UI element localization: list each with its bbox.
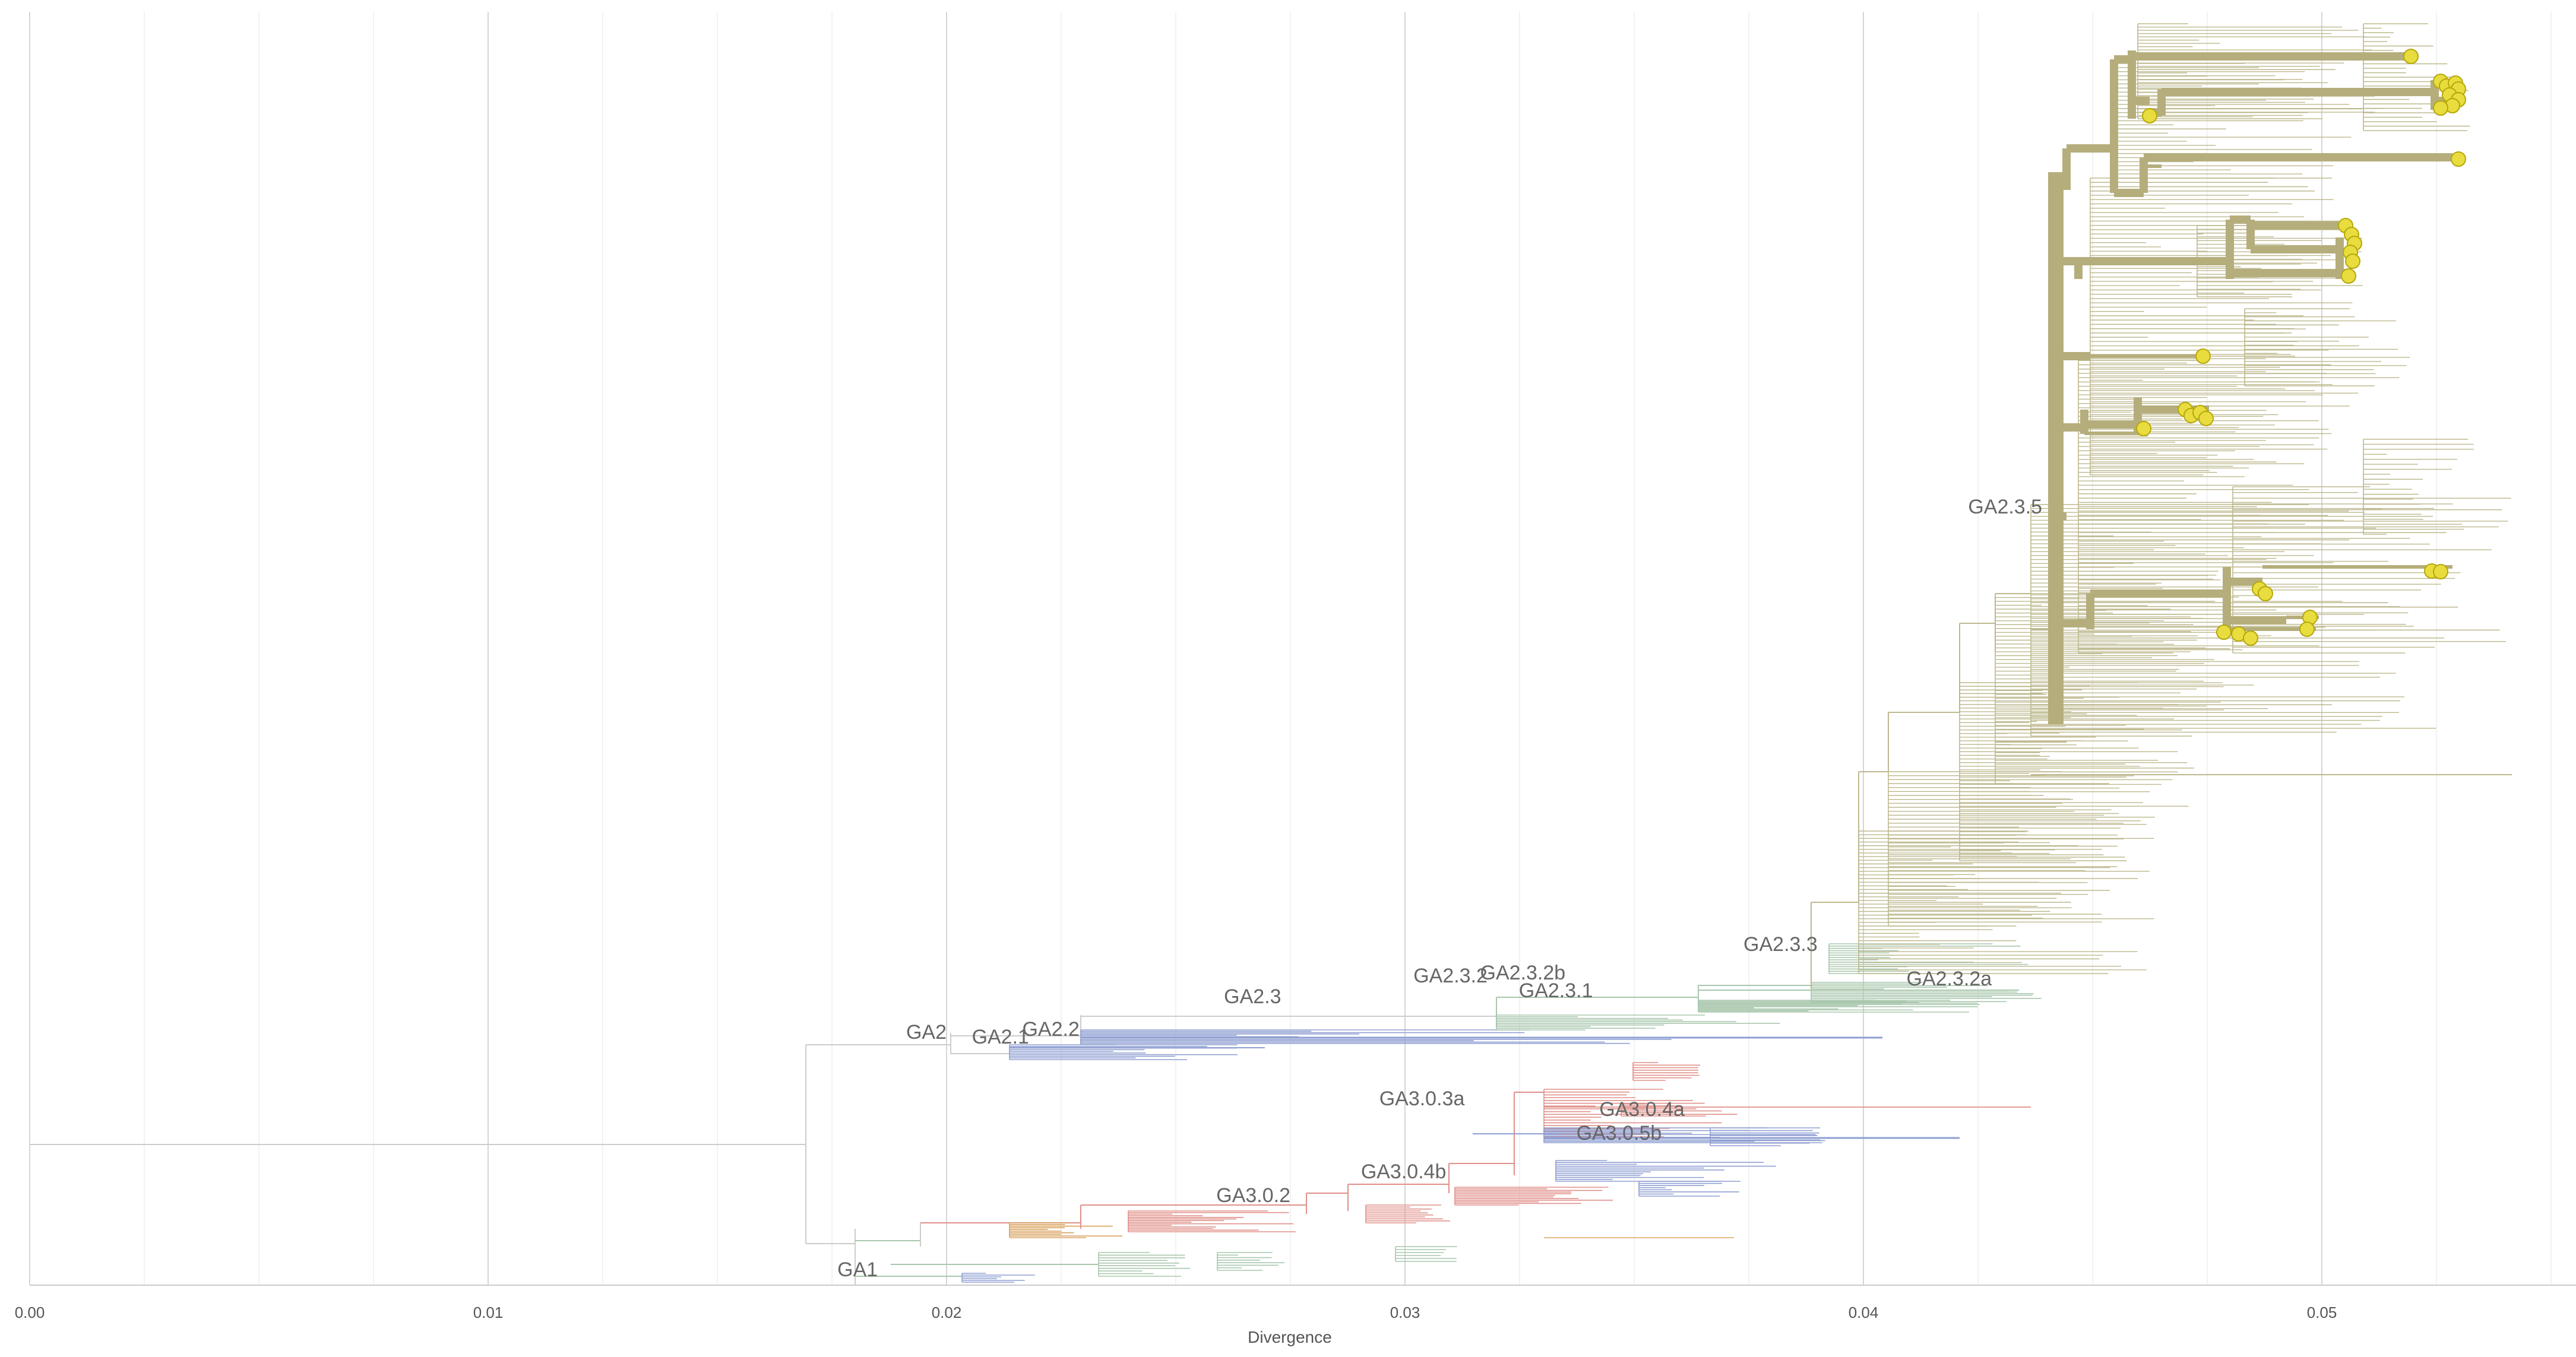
- tip-cluster: [1098, 1252, 1191, 1277]
- tip-cluster: [1009, 1222, 1122, 1238]
- tip-cluster: [1395, 1246, 1457, 1262]
- highlighted-tip-marker: [2142, 108, 2157, 123]
- x-axis-title: Divergence: [1248, 1328, 1332, 1346]
- clade-label: GA3.0.2: [1216, 1184, 1290, 1207]
- x-tick-label: 0.02: [932, 1304, 962, 1321]
- clade-label: GA3.0.4b: [1361, 1161, 1447, 1183]
- clade-label: GA2.1: [972, 1026, 1029, 1048]
- tip-cluster: [1555, 1160, 1776, 1182]
- highlighted-tip-marker: [2341, 268, 2356, 284]
- tip-cluster: [2078, 356, 2349, 654]
- tip-cluster: [961, 1273, 1035, 1283]
- clade-label: GA2.2: [1022, 1018, 1079, 1041]
- tip-cluster: [1888, 771, 2124, 927]
- tip-cluster: [1009, 1044, 1238, 1060]
- highlighted-tip-marker: [2198, 411, 2214, 426]
- highlighted-tip-marker: [2216, 624, 2232, 640]
- tip-cluster: [1710, 1127, 1828, 1146]
- tip-cluster: [1217, 1252, 1285, 1271]
- tip-cluster: [1128, 1210, 1296, 1232]
- tip-cluster: [1454, 1187, 1613, 1206]
- clade-label: GA2.3.2b: [1480, 962, 1566, 984]
- tip-cluster: [1632, 1062, 1700, 1081]
- x-tick-label: 0.04: [1849, 1304, 1879, 1321]
- highlighted-tip-marker: [2433, 564, 2448, 579]
- tip-cluster: [2363, 439, 2474, 535]
- clade-label: GA2: [906, 1021, 947, 1044]
- clade-label: GA2.3.1: [1519, 979, 1593, 1002]
- tip-cluster: [1828, 943, 2028, 974]
- highlighted-tip-marker: [2433, 100, 2448, 116]
- tip-cluster: [1811, 982, 2042, 1004]
- highlighted-tip-marker: [2136, 421, 2151, 436]
- clade-label: GA3.0.4a: [1599, 1098, 1685, 1121]
- x-axis: 0.00 0.01 0.02 0.03 0.04 0.05: [15, 1285, 2576, 1321]
- tip-cluster: [2244, 308, 2410, 386]
- x-tick-label: 0.00: [15, 1304, 45, 1321]
- clade-label: GA1: [837, 1258, 878, 1281]
- highlighted-tip-marker: [2243, 630, 2258, 646]
- clade-label: GA3.0.5b: [1577, 1122, 1662, 1144]
- highlighted-tip-marker: [2258, 586, 2273, 601]
- highlighted-tip-marker: [2345, 253, 2360, 269]
- tip-cluster: [1496, 1014, 1780, 1031]
- x-tick-label: 0.05: [2307, 1304, 2337, 1321]
- highlighted-tips-layer: [2136, 49, 2466, 646]
- tip-cluster: [1638, 1181, 1739, 1197]
- clade-label: GA2.3.3: [1743, 933, 1818, 956]
- tip-cluster: [1995, 593, 2224, 784]
- highlighted-tip-marker: [2451, 151, 2466, 167]
- tip-cluster: [2232, 486, 2511, 654]
- branches-layer: [30, 23, 2512, 1285]
- tip-cluster: [1621, 1104, 1738, 1117]
- clade-label: GA2.3: [1224, 985, 1281, 1008]
- highlighted-tip-marker: [2299, 622, 2315, 637]
- highlighted-tip-marker: [2195, 348, 2211, 364]
- tip-cluster: [1543, 1089, 1722, 1137]
- clade-label: GA2.3.2: [1413, 965, 1488, 987]
- tip-cluster: [1365, 1204, 1451, 1223]
- highlighted-tip-marker: [2403, 49, 2419, 64]
- x-tick-label: 0.01: [473, 1304, 504, 1321]
- clade-label: GA3.0.3a: [1379, 1087, 1465, 1110]
- clade-label: GA2.3.5: [1968, 496, 2042, 518]
- grid-layer: [29, 12, 2552, 1285]
- clade-label: GA2.3.2a: [1907, 968, 1992, 990]
- x-tick-label: 0.03: [1390, 1304, 1420, 1321]
